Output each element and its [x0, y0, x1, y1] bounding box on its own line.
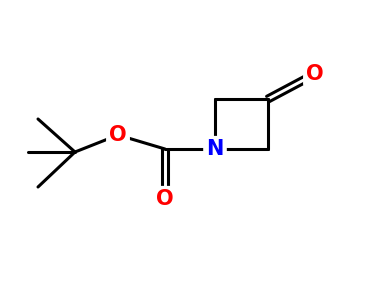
Text: O: O — [109, 125, 127, 145]
Text: N: N — [206, 139, 224, 159]
Text: O: O — [156, 189, 174, 209]
Text: O: O — [306, 64, 324, 84]
